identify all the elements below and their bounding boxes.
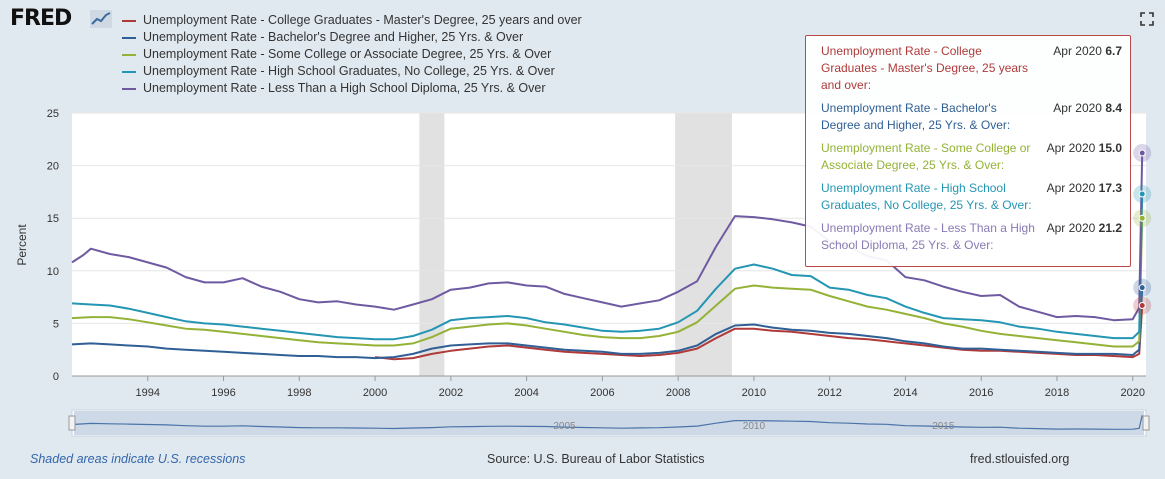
tooltip-series-name: Unemployment Rate - College Graduates - … <box>821 44 1029 92</box>
x-tick-label: 2012 <box>817 387 841 399</box>
x-tick-label: 1996 <box>211 387 235 399</box>
y-tick-label: 5 <box>53 318 59 330</box>
y-tick-label: 20 <box>47 161 59 173</box>
y-axis-ticks: 0 5 10 15 20 25 <box>47 108 59 383</box>
legend-label-highschool: Unemployment Rate - High School Graduate… <box>143 64 555 78</box>
recession-shading <box>419 113 732 376</box>
x-tick-label: 2020 <box>1120 387 1144 399</box>
x-tick-label: 1994 <box>136 387 160 399</box>
y-axis-label: Percent <box>15 224 29 266</box>
navigator-right-handle[interactable] <box>1142 415 1150 431</box>
navigator-series <box>71 415 1143 430</box>
legend-item-lessthanhs[interactable]: Unemployment Rate - Less Than a High Sch… <box>122 80 582 97</box>
tooltip-row-somecollege: Unemployment Rate - Some College or Asso… <box>821 140 1122 174</box>
source-text: Source: U.S. Bureau of Labor Statistics <box>487 452 705 466</box>
navigator-left-handle[interactable] <box>68 415 76 431</box>
legend-swatch-highschool <box>122 70 136 73</box>
hover-point-lessthanhs <box>1138 149 1146 157</box>
legend-label-somecollege: Unemployment Rate - Some College or Asso… <box>143 47 552 61</box>
tooltip-row-masters: Unemployment Rate - College Graduates - … <box>821 43 1122 94</box>
legend-label-lessthanhs: Unemployment Rate - Less Than a High Sch… <box>143 81 546 95</box>
recession-band <box>675 113 732 376</box>
navigator-year-label: 2015 <box>932 421 955 432</box>
hover-point-somecollege <box>1138 214 1146 222</box>
y-tick-label: 15 <box>47 213 59 225</box>
navigator-labels: 2005 2010 2015 <box>553 421 955 432</box>
tooltip-row-bachelors: Unemployment Rate - Bachelor's Degree an… <box>821 100 1122 134</box>
x-tick-label: 2000 <box>363 387 387 399</box>
series-line-masters <box>374 305 1144 361</box>
tooltip-series-name: Unemployment Rate - Bachelor's Degree an… <box>821 101 1011 132</box>
recessions-note[interactable]: Shaded areas indicate U.S. recessions <box>30 452 246 466</box>
hover-point-bachelors <box>1138 284 1146 292</box>
x-tick-label: 2016 <box>969 387 993 399</box>
tooltip-value: 21.2 <box>1098 221 1122 235</box>
navigator-year-label: 2005 <box>553 421 576 432</box>
tooltip-date: Apr 2020 <box>1053 101 1102 115</box>
tooltip-value: 17.3 <box>1098 181 1122 195</box>
tooltip-row-lessthanhs: Unemployment Rate - Less Than a High Sch… <box>821 220 1122 254</box>
tooltip-date: Apr 2020 <box>1046 141 1096 155</box>
navigator-year-label: 2010 <box>743 421 766 432</box>
x-tick-label: 2008 <box>666 387 690 399</box>
series-line-bachelors <box>71 287 1144 360</box>
tooltip-row-highschool: Unemployment Rate - High School Graduate… <box>821 180 1122 214</box>
tooltip-date: Apr 2020 <box>1046 221 1096 235</box>
legend-item-highschool[interactable]: Unemployment Rate - High School Graduate… <box>122 63 582 80</box>
x-tick-label: 2018 <box>1045 387 1069 399</box>
hover-tooltip: Unemployment Rate - College Graduates - … <box>805 35 1131 267</box>
series-lines <box>71 152 1144 361</box>
site-link[interactable]: fred.stlouisfed.org <box>970 452 1070 466</box>
legend-swatch-lessthanhs <box>122 87 136 90</box>
chart-legend: Unemployment Rate - College Graduates - … <box>122 12 582 97</box>
tooltip-series-name: Unemployment Rate - High School Graduate… <box>821 181 1032 212</box>
tooltip-date: Apr 2020 <box>1046 181 1096 195</box>
legend-item-bachelors[interactable]: Unemployment Rate - Bachelor's Degree an… <box>122 29 582 46</box>
legend-label-masters: Unemployment Rate - College Graduates - … <box>143 13 582 27</box>
x-tick-label: 2004 <box>514 387 538 399</box>
hover-point-highschool <box>1138 190 1146 198</box>
legend-swatch-bachelors <box>122 36 136 39</box>
legend-swatch-masters <box>122 19 136 22</box>
series-line-lessthanhs <box>71 152 1144 322</box>
hover-point-masters <box>1138 302 1146 310</box>
tooltip-value: 15.0 <box>1098 141 1122 155</box>
x-tick-label: 2006 <box>590 387 614 399</box>
fred-logo[interactable]: FRED <box>10 6 72 31</box>
fullscreen-icon[interactable] <box>1140 12 1154 26</box>
navigator-selection[interactable] <box>74 411 1144 435</box>
legend-item-somecollege[interactable]: Unemployment Rate - Some College or Asso… <box>122 46 582 63</box>
legend-swatch-somecollege <box>122 53 136 56</box>
hover-markers <box>1133 143 1152 315</box>
tooltip-series-name: Unemployment Rate - Some College or Asso… <box>821 141 1031 172</box>
tooltip-series-name: Unemployment Rate - Less Than a High Sch… <box>821 221 1035 252</box>
tooltip-date: Apr 2020 <box>1053 44 1102 58</box>
legend-item-masters[interactable]: Unemployment Rate - College Graduates - … <box>122 12 582 29</box>
series-line-highschool <box>71 193 1144 341</box>
legend-label-bachelors: Unemployment Rate - Bachelor's Degree an… <box>143 30 524 44</box>
logo-graph-icon <box>90 10 112 28</box>
x-axis-ticks: 1994 1996 1998 2000 2002 2004 2006 2008 2010 2012… <box>136 376 1145 399</box>
y-tick-label: 0 <box>53 371 59 383</box>
x-tick-label: 2010 <box>742 387 766 399</box>
series-line-somecollege <box>71 218 1144 348</box>
tooltip-value: 8.4 <box>1105 101 1122 115</box>
x-tick-label: 2002 <box>439 387 463 399</box>
x-tick-label: 1998 <box>287 387 311 399</box>
y-tick-label: 10 <box>47 266 59 278</box>
x-tick-label: 2014 <box>893 387 917 399</box>
y-tick-label: 25 <box>47 108 59 120</box>
tooltip-value: 6.7 <box>1105 44 1122 58</box>
navigator-line <box>71 415 1143 430</box>
